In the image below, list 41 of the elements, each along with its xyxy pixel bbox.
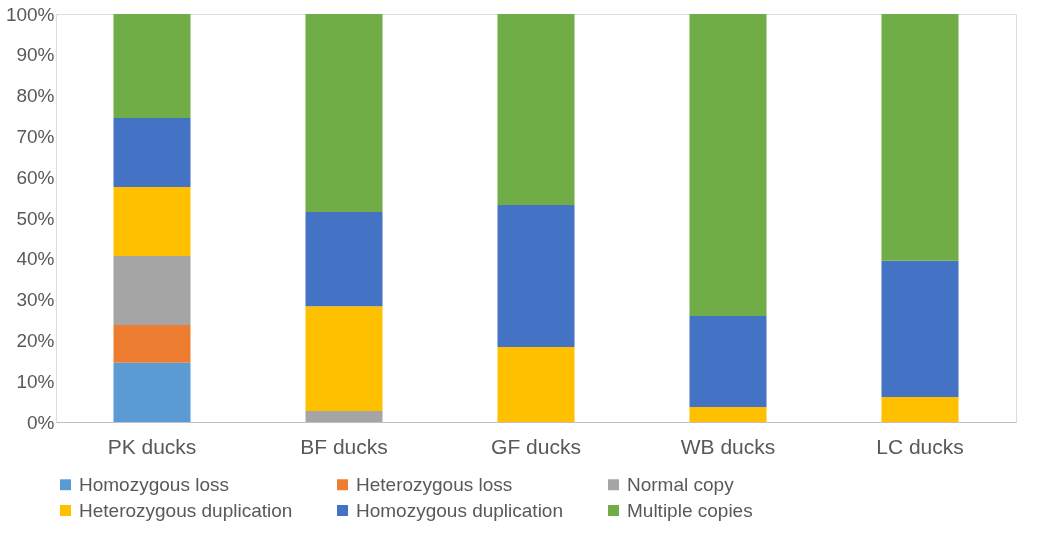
y-tick-label: 50% xyxy=(16,207,55,229)
x-tick-label: GF ducks xyxy=(491,434,581,458)
legend-label: Homozygous loss xyxy=(79,473,229,495)
bar xyxy=(689,315,767,407)
legend-label: Homozygous duplication xyxy=(356,499,564,521)
y-tick-label: 100% xyxy=(5,3,55,25)
y-tick-label: 40% xyxy=(16,248,55,270)
bar xyxy=(689,406,767,422)
y-tick-label: 70% xyxy=(16,125,55,147)
x-tick-label: BF ducks xyxy=(300,434,388,458)
bar xyxy=(881,260,959,398)
legend-label: Heterozygous loss xyxy=(356,473,513,495)
bar xyxy=(305,306,383,411)
bar xyxy=(881,14,959,261)
y-tick-label: 90% xyxy=(16,44,55,66)
y-tick-label: 60% xyxy=(16,166,55,188)
y-tick-label: 20% xyxy=(16,329,55,351)
bar xyxy=(497,204,575,347)
y-tick-label: 30% xyxy=(16,289,55,311)
y-tick-label: 10% xyxy=(16,370,55,392)
bar xyxy=(113,118,191,187)
y-tick-label: 0% xyxy=(27,411,55,433)
bar xyxy=(113,186,191,256)
legend-label: Multiple copies xyxy=(627,499,753,521)
bar xyxy=(497,14,575,205)
bar xyxy=(881,397,959,422)
bar xyxy=(689,14,767,316)
bar xyxy=(305,14,383,212)
bar xyxy=(113,362,191,422)
bar xyxy=(497,346,575,422)
x-tick-label: LC ducks xyxy=(876,434,964,458)
legend-label: Normal copy xyxy=(627,473,735,495)
y-tick-label: 80% xyxy=(16,85,55,107)
legend-label: Heterozygous duplication xyxy=(79,499,293,521)
bar xyxy=(113,324,191,363)
bar xyxy=(113,14,191,119)
bar xyxy=(113,255,191,325)
x-tick-label: WB ducks xyxy=(680,434,776,458)
x-tick-label: PK ducks xyxy=(107,434,197,458)
bar xyxy=(305,211,383,307)
bar xyxy=(305,410,383,422)
